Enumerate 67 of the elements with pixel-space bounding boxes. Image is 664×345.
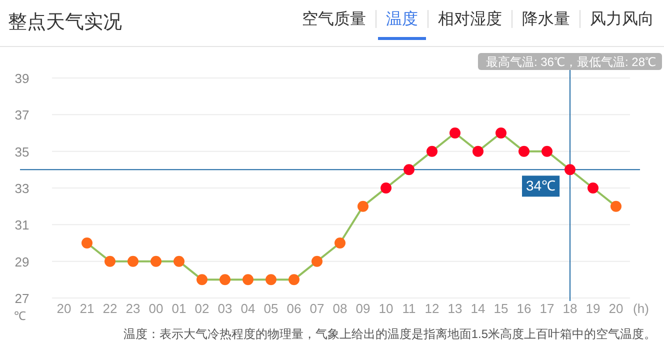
text: 温度：表示大气冷热程度的物理量，气象上给出的温度是指离地面1.5米高度上百叶箱中的空气温度。 [123,327,656,341]
point [220,274,230,286]
y-tick-label: 33 [14,181,30,196]
point [472,146,484,157]
x-tick-label: 18 [562,301,578,316]
x-tick-label: 15 [494,301,508,316]
y-tick-label: 35 [14,144,30,160]
point [610,200,622,212]
x-tick-label: 12 [424,301,440,316]
chart-title: 整点天气实况 [8,11,122,33]
point [82,238,92,248]
text: 相对湿度 [438,10,502,28]
x-tick-label: 20 [608,301,624,316]
y-tick-label: 31 [14,218,30,233]
y-axis-title: ℃ [14,309,26,323]
x-tick-label: 05 [264,301,278,316]
x-tick-label: 02 [194,301,210,316]
x-tick-label: 00 [148,301,164,316]
point [334,238,346,248]
point [542,146,552,157]
point [588,182,598,194]
point [518,146,530,157]
x-tick-label: 09 [356,301,370,316]
x-tick-label: 06 [286,301,302,316]
text: 降水量 [522,10,570,28]
x-tick-label: 10 [378,301,394,316]
ref-line-label: 34℃ [526,178,556,194]
x-tick-label: 07 [310,301,324,316]
point [174,256,184,267]
point [496,128,506,138]
point [380,182,392,194]
point [358,200,368,212]
point [242,274,254,286]
point [564,164,576,176]
x-tick-label: 16 [516,301,532,316]
x-tick-label: 11 [402,301,416,316]
point [404,164,414,176]
x-tick-label: 21 [80,301,94,316]
text: 最高气温: 36℃，最低气温: 28℃ [486,55,656,69]
point [104,256,116,267]
point [450,128,460,138]
text: 风力风向 [590,10,654,28]
x-tick-label: 04 [240,301,256,316]
point [312,256,322,267]
x-tick-label: 19 [586,301,600,316]
x-tick-label: 08 [332,301,348,316]
x-tick-label: 17 [540,301,554,316]
x-tick-label: 01 [172,301,186,316]
x-tick-label: 23 [126,301,140,316]
point [150,256,162,267]
point [128,256,138,267]
y-tick-label: 37 [14,108,30,123]
x-axis-title: (h) [633,301,649,316]
point [288,274,300,286]
x-tick-label: 20 [56,301,72,316]
point [426,146,438,157]
y-tick-label: 39 [14,71,30,86]
x-tick-label: 14 [470,301,486,316]
x-tick-label: 03 [218,301,232,316]
text: 温度 [386,10,418,28]
point [266,274,276,286]
x-tick-label: 13 [448,301,462,316]
x-tick-label: 22 [102,301,118,316]
text: 空气质量 [302,10,366,28]
y-tick-label: 29 [14,254,30,270]
point [196,274,208,286]
y-tick-label: 27 [14,291,30,306]
